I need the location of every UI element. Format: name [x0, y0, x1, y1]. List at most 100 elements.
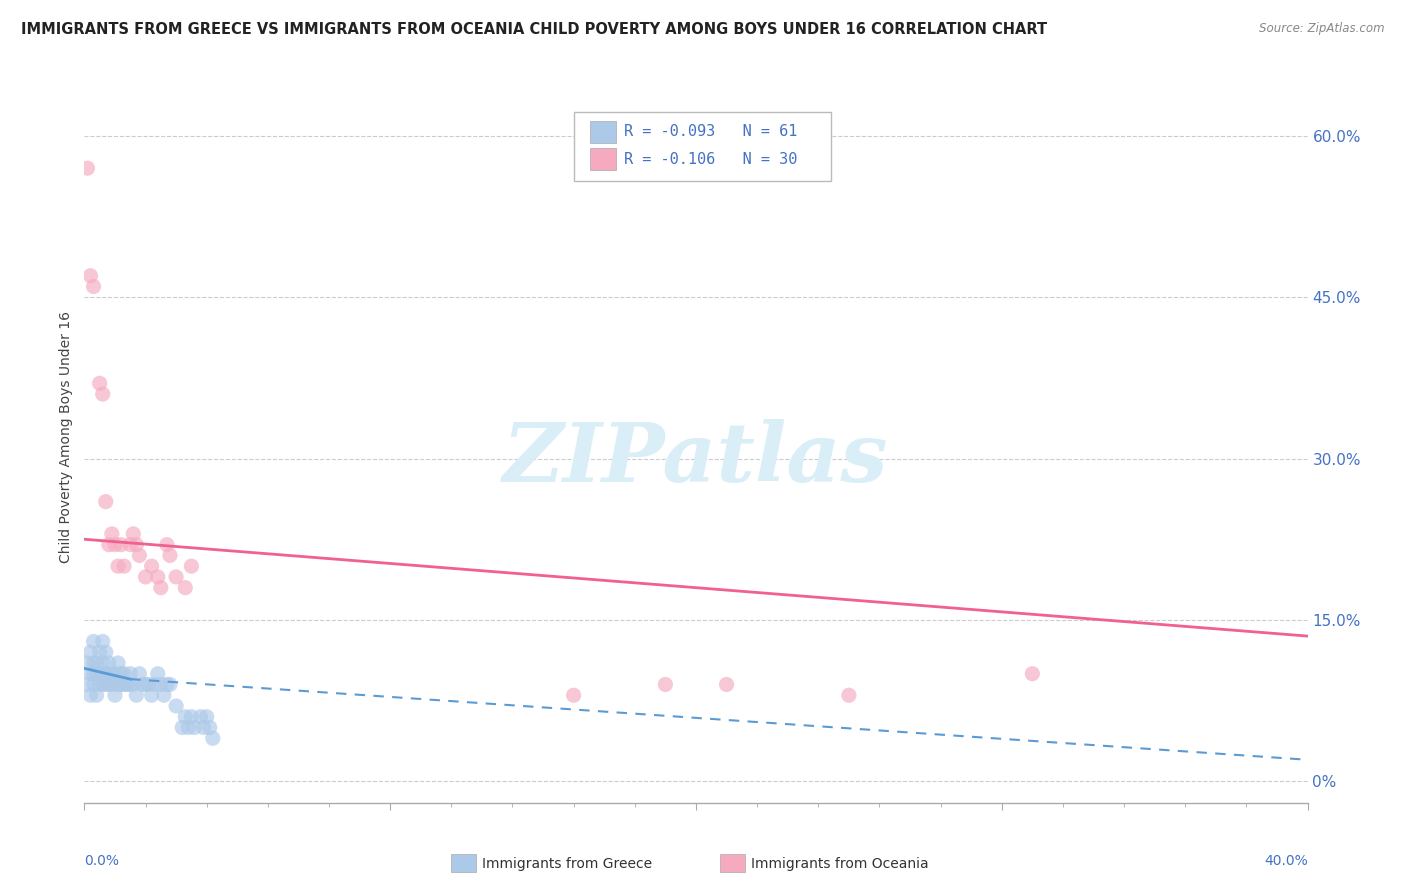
- Point: [193, 721, 215, 735]
- Point: [79, 645, 101, 659]
- Point: [94, 494, 117, 508]
- Point: [654, 677, 676, 691]
- Point: [165, 570, 187, 584]
- Point: [107, 677, 129, 691]
- Point: [97, 666, 120, 681]
- Point: [131, 677, 153, 691]
- Point: [128, 666, 150, 681]
- Point: [172, 721, 194, 735]
- Point: [107, 559, 129, 574]
- Point: [79, 688, 101, 702]
- Bar: [589, 148, 616, 170]
- Point: [83, 634, 105, 648]
- Point: [146, 570, 169, 584]
- Point: [83, 666, 105, 681]
- Point: [146, 666, 169, 681]
- Text: 40.0%: 40.0%: [1264, 854, 1308, 868]
- Point: [201, 731, 224, 746]
- Point: [97, 656, 120, 670]
- Point: [86, 688, 108, 702]
- Point: [76, 161, 98, 176]
- Point: [104, 688, 127, 702]
- Point: [120, 666, 142, 681]
- Point: [180, 710, 202, 724]
- Point: [94, 677, 117, 691]
- Point: [94, 645, 117, 659]
- Point: [122, 527, 145, 541]
- Point: [180, 559, 202, 574]
- Point: [159, 549, 181, 563]
- Point: [195, 710, 218, 724]
- Point: [135, 677, 157, 691]
- Point: [125, 538, 148, 552]
- Point: [89, 645, 111, 659]
- Point: [135, 570, 157, 584]
- Point: [112, 677, 135, 691]
- Point: [159, 677, 181, 691]
- Point: [183, 721, 205, 735]
- Text: Source: ZipAtlas.com: Source: ZipAtlas.com: [1260, 22, 1385, 36]
- Point: [198, 721, 221, 735]
- Point: [101, 666, 124, 681]
- Text: 0.0%: 0.0%: [84, 854, 120, 868]
- Point: [79, 268, 101, 283]
- Point: [115, 677, 138, 691]
- Point: [110, 677, 132, 691]
- Point: [110, 666, 132, 681]
- Text: R = -0.093   N = 61: R = -0.093 N = 61: [624, 124, 797, 139]
- Point: [177, 721, 200, 735]
- Point: [562, 688, 585, 702]
- Point: [138, 677, 160, 691]
- Text: R = -0.106   N = 30: R = -0.106 N = 30: [624, 152, 797, 167]
- Point: [76, 656, 98, 670]
- Point: [190, 710, 212, 724]
- Point: [107, 656, 129, 670]
- Point: [141, 559, 163, 574]
- Point: [91, 634, 114, 648]
- Point: [143, 677, 166, 691]
- Point: [149, 581, 172, 595]
- Text: Immigrants from Oceania: Immigrants from Oceania: [751, 856, 928, 871]
- Text: IMMIGRANTS FROM GREECE VS IMMIGRANTS FROM OCEANIA CHILD POVERTY AMONG BOYS UNDER: IMMIGRANTS FROM GREECE VS IMMIGRANTS FRO…: [21, 22, 1047, 37]
- Point: [112, 559, 135, 574]
- Point: [110, 538, 132, 552]
- Point: [149, 677, 172, 691]
- Point: [101, 677, 124, 691]
- Point: [120, 538, 142, 552]
- Y-axis label: Child Poverty Among Boys Under 16: Child Poverty Among Boys Under 16: [59, 311, 73, 563]
- Point: [83, 279, 105, 293]
- Point: [120, 677, 142, 691]
- Point: [86, 656, 108, 670]
- Point: [165, 698, 187, 713]
- Point: [97, 677, 120, 691]
- Point: [104, 538, 127, 552]
- Text: ZIPatlas: ZIPatlas: [503, 419, 889, 499]
- Point: [101, 527, 124, 541]
- Point: [76, 677, 98, 691]
- Point: [89, 666, 111, 681]
- Point: [122, 677, 145, 691]
- Point: [156, 677, 179, 691]
- Text: Immigrants from Greece: Immigrants from Greece: [482, 856, 652, 871]
- Point: [104, 666, 127, 681]
- Bar: [720, 854, 745, 872]
- FancyBboxPatch shape: [574, 112, 831, 181]
- Point: [91, 677, 114, 691]
- Point: [125, 688, 148, 702]
- Point: [91, 387, 114, 401]
- Point: [94, 666, 117, 681]
- Point: [91, 656, 114, 670]
- Point: [1021, 666, 1043, 681]
- Point: [153, 688, 176, 702]
- Point: [716, 677, 738, 691]
- Point: [89, 376, 111, 391]
- Point: [156, 538, 179, 552]
- Point: [174, 710, 197, 724]
- Point: [838, 688, 860, 702]
- Point: [141, 688, 163, 702]
- Point: [89, 677, 111, 691]
- Bar: [589, 121, 616, 143]
- Point: [79, 666, 101, 681]
- Point: [174, 581, 197, 595]
- Point: [83, 677, 105, 691]
